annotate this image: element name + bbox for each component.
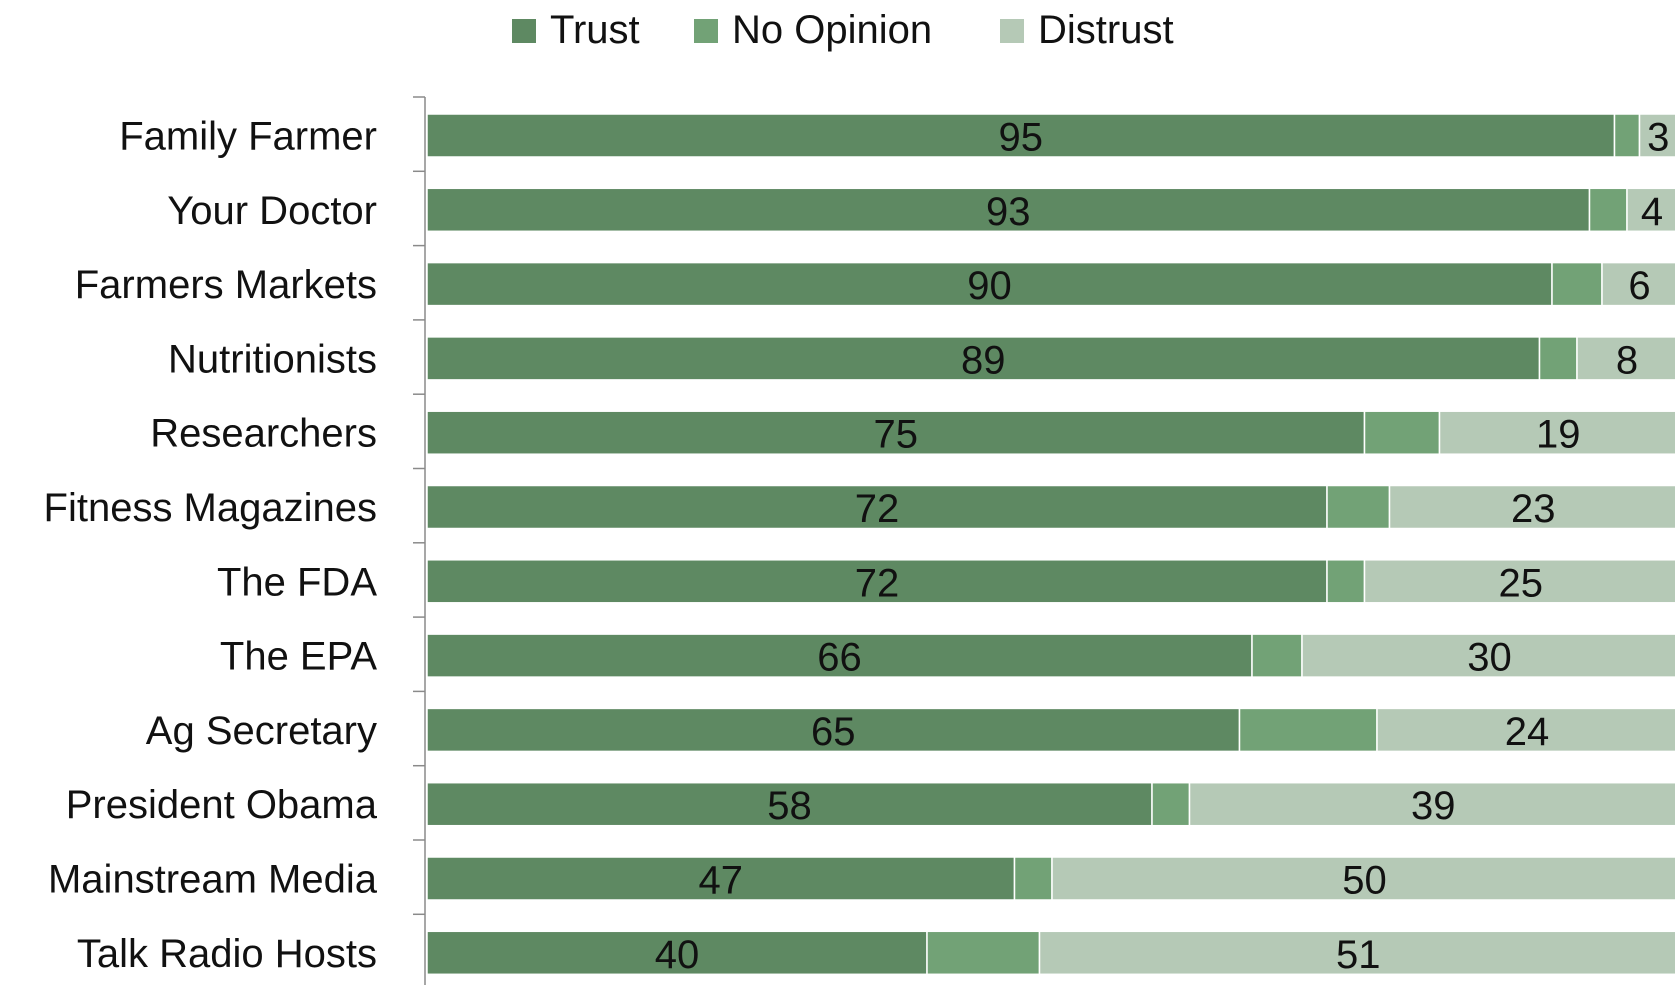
- category-label: The EPA: [220, 635, 377, 679]
- category-label: Ag Secretary: [146, 709, 377, 753]
- bar-trust: [426, 336, 1541, 381]
- data-label-distrust: 4: [1641, 190, 1663, 234]
- data-label-trust: 65: [811, 710, 856, 754]
- bar-trust: [426, 781, 1153, 827]
- bar-trust: [426, 187, 1591, 233]
- bars-group: [426, 113, 1675, 976]
- legend-label-no-opinion: No Opinion: [732, 8, 932, 52]
- bar-trust: [426, 559, 1328, 604]
- data-label-trust: 72: [855, 487, 900, 531]
- bar-distrust: [1376, 707, 1675, 753]
- data-label-distrust: 3: [1647, 116, 1669, 160]
- bar-no-opinion: [1538, 336, 1578, 381]
- bar-no-opinion: [926, 930, 1041, 976]
- category-label: President Obama: [66, 783, 378, 827]
- bar-trust: [426, 261, 1553, 307]
- data-label-distrust: 23: [1511, 487, 1556, 531]
- data-label-distrust: 6: [1628, 264, 1650, 308]
- data-label-trust: 58: [767, 784, 812, 828]
- data-label-trust: 75: [874, 413, 919, 457]
- category-label: Talk Radio Hosts: [77, 932, 377, 976]
- bar-trust: [426, 410, 1366, 455]
- category-label: The FDA: [217, 560, 377, 604]
- bar-no-opinion: [1326, 484, 1391, 530]
- bar-distrust: [1626, 187, 1675, 233]
- legend-swatch-distrust: [1000, 19, 1024, 43]
- legend-swatch-no-opinion: [694, 19, 718, 43]
- legend: Trust No Opinion Distrust: [512, 8, 1174, 52]
- bar-no-opinion: [1588, 187, 1628, 233]
- data-label-trust: 90: [967, 264, 1012, 308]
- category-label: Your Doctor: [167, 189, 377, 233]
- category-label: Researchers: [150, 412, 377, 456]
- category-label: Farmers Markets: [75, 263, 377, 307]
- data-label-distrust: 25: [1499, 561, 1544, 605]
- legend-swatch-trust: [512, 19, 536, 43]
- data-label-distrust: 30: [1467, 636, 1512, 680]
- bar-distrust: [1438, 410, 1675, 455]
- bar-no-opinion: [1551, 261, 1603, 307]
- bar-trust: [426, 856, 1016, 901]
- data-label-trust: 47: [699, 859, 744, 903]
- bar-distrust: [1638, 113, 1675, 158]
- bar-distrust: [1388, 484, 1675, 530]
- bar-trust: [426, 484, 1328, 530]
- data-label-trust: 89: [961, 338, 1006, 382]
- bar-trust: [426, 707, 1241, 753]
- data-label-distrust: 19: [1536, 413, 1581, 457]
- legend-label-distrust: Distrust: [1038, 8, 1174, 52]
- bar-no-opinion: [1363, 410, 1441, 455]
- category-label: Mainstream Media: [48, 858, 378, 902]
- data-label-distrust: 51: [1336, 933, 1381, 977]
- data-label-distrust: 8: [1616, 338, 1638, 382]
- bar-no-opinion: [1251, 633, 1303, 678]
- labels-group: 95 3 93 4 90 6 89 8 75 19 72 23 72 25 66 30 65 24 58 39 47 50…: [655, 116, 1670, 977]
- category-label: Family Farmer: [119, 115, 377, 159]
- data-label-distrust: 39: [1411, 784, 1456, 828]
- bar-distrust: [1188, 781, 1675, 827]
- data-label-trust: 93: [986, 190, 1031, 234]
- category-label: Nutritionists: [168, 337, 377, 381]
- bar-distrust: [1301, 633, 1675, 678]
- data-label-trust: 66: [817, 636, 862, 680]
- bar-trust: [426, 930, 928, 976]
- bar-no-opinion: [1613, 113, 1641, 158]
- bar-distrust: [1576, 336, 1675, 381]
- bar-distrust: [1601, 261, 1675, 307]
- category-label: Fitness Magazines: [44, 486, 377, 530]
- bar-no-opinion: [1151, 781, 1191, 827]
- legend-label-trust: Trust: [550, 8, 640, 52]
- bar-no-opinion: [1326, 559, 1366, 604]
- bar-trust: [426, 633, 1253, 678]
- category-axis: Family Farmer Your Doctor Farmers Markets N…: [44, 96, 426, 985]
- data-label-trust: 72: [855, 561, 900, 605]
- data-label-distrust: 24: [1505, 710, 1550, 754]
- bar-distrust: [1051, 856, 1675, 901]
- bar-no-opinion: [1238, 707, 1378, 753]
- bar-distrust: [1363, 559, 1675, 604]
- data-label-trust: 95: [999, 116, 1044, 160]
- data-label-trust: 40: [655, 933, 700, 977]
- bar-distrust: [1038, 930, 1675, 976]
- data-label-distrust: 50: [1342, 859, 1387, 903]
- bar-no-opinion: [1013, 856, 1053, 901]
